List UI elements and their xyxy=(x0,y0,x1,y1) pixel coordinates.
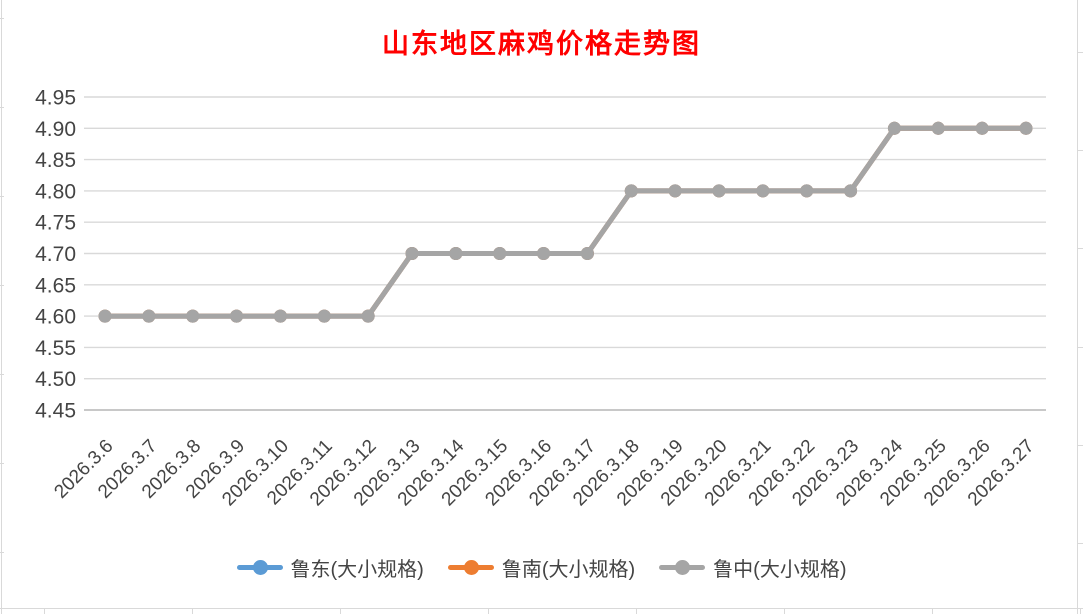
data-point[interactable] xyxy=(712,184,726,198)
sheet-column-tick xyxy=(932,608,933,614)
sheet-column-tick xyxy=(192,608,193,614)
sheet-row-tick xyxy=(0,463,4,464)
sheet-column-tick xyxy=(1080,608,1081,614)
legend-label: 鲁中(大小规格) xyxy=(713,558,847,581)
data-point[interactable] xyxy=(142,309,156,323)
data-point[interactable] xyxy=(800,184,814,198)
y-tick-label: 4.90 xyxy=(35,118,76,141)
data-point[interactable] xyxy=(449,247,463,260)
sheet-column-tick xyxy=(488,608,489,614)
sheet-row-tick xyxy=(1077,248,1083,249)
legend-item-0[interactable]: 鲁东(大小规格) xyxy=(236,553,424,582)
legend-item-2[interactable]: 鲁中(大小规格) xyxy=(659,553,846,582)
y-tick-label: 4.65 xyxy=(35,274,76,297)
chart-title[interactable]: 山东地区麻鸡价格走势图 xyxy=(382,29,701,59)
data-point[interactable] xyxy=(668,184,682,198)
legend-dot-icon xyxy=(252,559,268,575)
data-point[interactable] xyxy=(405,247,419,260)
sheet-column-tick xyxy=(44,608,45,614)
data-point[interactable] xyxy=(931,121,945,135)
y-tick-label: 4.85 xyxy=(35,149,76,172)
data-point[interactable] xyxy=(887,121,901,135)
data-point[interactable] xyxy=(186,309,200,323)
sheet-row-tick xyxy=(1077,445,1083,446)
sheet-row-tick xyxy=(0,18,4,19)
data-point[interactable] xyxy=(317,309,331,323)
legend-dot-icon xyxy=(463,559,479,575)
sheet-row-tick xyxy=(1077,52,1083,53)
data-point[interactable] xyxy=(537,247,551,260)
series-line-2[interactable] xyxy=(102,125,1029,319)
data-point[interactable] xyxy=(580,247,594,260)
y-tick-label: 4.70 xyxy=(35,243,76,266)
data-point[interactable] xyxy=(1019,121,1033,135)
sheet-column-border-right xyxy=(1077,0,1078,614)
y-tick-label: 4.80 xyxy=(35,180,76,203)
y-tick-label: 4.55 xyxy=(35,337,76,360)
sheet-row-tick xyxy=(0,552,4,553)
data-point[interactable] xyxy=(756,184,770,198)
sheet-row-tick xyxy=(0,374,4,375)
data-point[interactable] xyxy=(361,309,375,323)
sheet-row-tick xyxy=(0,196,4,197)
legend-item-1[interactable]: 鲁南(大小规格) xyxy=(447,553,636,582)
chart-legend[interactable]: 鲁东(大小规格) 鲁南(大小规格) 鲁中(大小规格) xyxy=(0,551,1083,583)
data-point[interactable] xyxy=(975,121,989,135)
data-point[interactable] xyxy=(230,309,244,323)
y-tick-label: 4.50 xyxy=(35,368,76,391)
data-point[interactable] xyxy=(493,247,507,260)
data-point[interactable] xyxy=(844,184,858,198)
legend-line-marker-icon xyxy=(447,559,494,575)
y-tick-label: 4.75 xyxy=(35,212,76,235)
data-point[interactable] xyxy=(273,309,287,323)
sheet-column-tick xyxy=(784,608,785,614)
legend-label: 鲁东(大小规格) xyxy=(290,558,424,581)
sheet-row-tick xyxy=(0,285,4,286)
sheet-row-tick xyxy=(1077,543,1083,544)
legend-line-marker-icon xyxy=(659,559,706,575)
sheet-row-tick xyxy=(0,107,4,108)
y-tick-label: 4.60 xyxy=(35,306,76,329)
data-point[interactable] xyxy=(98,309,112,323)
y-tick-label: 4.45 xyxy=(35,400,76,423)
y-tick-label: 4.95 xyxy=(35,87,76,110)
data-point[interactable] xyxy=(624,184,638,198)
sheet-column-tick xyxy=(340,608,341,614)
legend-line-marker-icon xyxy=(236,559,283,575)
sheet-column-border-left xyxy=(1,0,2,614)
sheet-row-tick xyxy=(1077,150,1083,151)
sheet-row-tick xyxy=(1077,347,1083,348)
sheet-row-border-bottom xyxy=(0,608,1083,609)
legend-label: 鲁南(大小规格) xyxy=(501,558,636,581)
sheet-column-tick xyxy=(636,608,637,614)
legend-dot-icon xyxy=(675,559,691,575)
